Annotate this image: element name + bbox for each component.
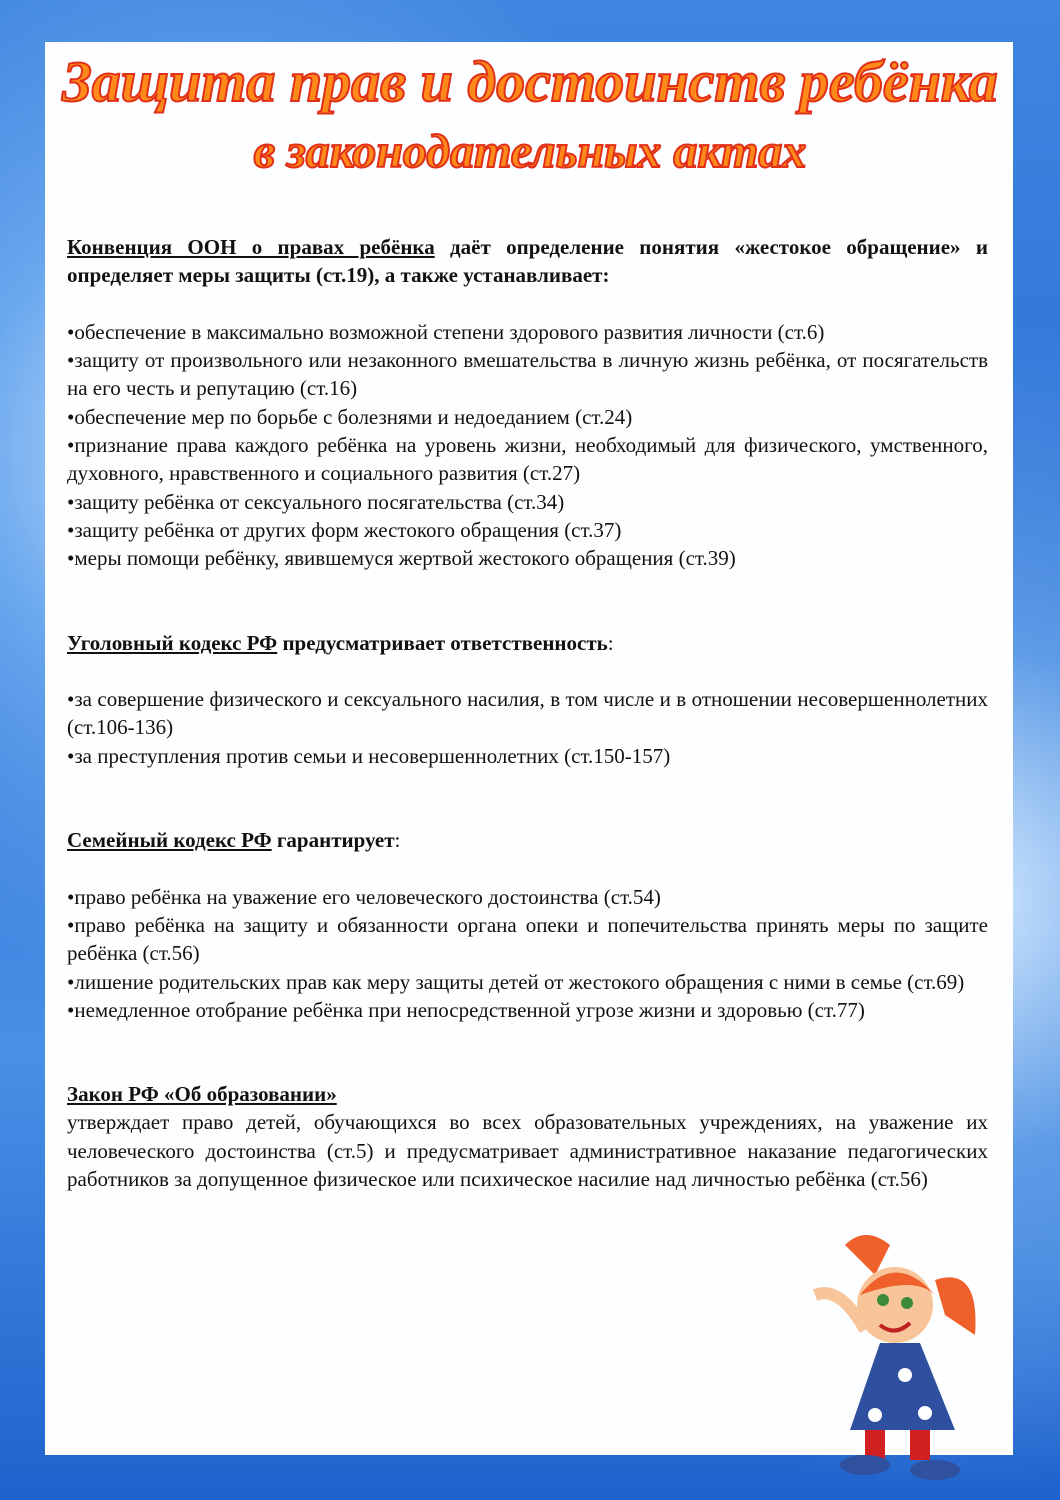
- section-family-code: Семейный кодекс РФ гарантирует: •право р…: [67, 826, 988, 1024]
- section-criminal-code: Уголовный кодекс РФ предусматривает отве…: [67, 629, 988, 770]
- list-item: •право ребёнка на уважение его человечес…: [67, 884, 661, 909]
- list-item: •за совершение физического и сексуальног…: [67, 687, 988, 740]
- list-item: •немедленное отобрание ребёнка при непос…: [67, 997, 865, 1022]
- section-heading: Семейный кодекс РФ: [67, 828, 272, 853]
- section-intro: гарантирует: [271, 828, 395, 853]
- girl-illustration: [812, 1235, 976, 1480]
- section-intro: даёт определение понятия «жестокое обращ…: [67, 235, 988, 288]
- section-heading: Уголовный кодекс РФ: [67, 630, 278, 655]
- list-item: •защиту ребёнка от сексуального посягате…: [67, 489, 565, 514]
- section-colon: :: [394, 828, 401, 853]
- poster-title-line2: в законодательных актах: [253, 124, 808, 179]
- poster-title-line1: Защита прав и достоинств ребёнка: [61, 49, 999, 115]
- list-item: •обеспечение в максимально возможной сте…: [67, 319, 825, 344]
- section-heading: Конвенция ООН о правах ребёнка: [67, 235, 435, 259]
- content: Конвенция ООН о правах ребёнка даёт опре…: [67, 233, 988, 1193]
- list-item: •защиту ребёнка от других форм жестокого…: [67, 517, 622, 542]
- list-item: •меры помощи ребёнку, явившемуся жертвой…: [67, 546, 736, 571]
- list-item: •лишение родительских прав как меру защи…: [67, 969, 965, 994]
- list-item: •защиту от произвольного или незаконного…: [67, 348, 988, 401]
- list-item: •обеспечение мер по борьбе с болезнями и…: [67, 404, 633, 429]
- section-intro: предусматривает ответственность: [277, 630, 608, 655]
- section-body: утверждает право детей, обучающихся во в…: [67, 1110, 988, 1192]
- list-item: •признание права каждого ребёнка на уров…: [67, 433, 988, 486]
- section-heading: Закон РФ «Об образовании»: [67, 1082, 337, 1107]
- section-un-convention: Конвенция ООН о правах ребёнка даёт опре…: [67, 233, 988, 573]
- list-item: •за преступления против семьи и несоверш…: [67, 743, 671, 768]
- section-colon: :: [607, 630, 614, 655]
- content-panel: [45, 42, 1013, 1455]
- section-education-law: Закон РФ «Об образовании» утверждает пра…: [67, 1080, 988, 1193]
- list-item: •право ребёнка на защиту и обязанности о…: [67, 912, 988, 966]
